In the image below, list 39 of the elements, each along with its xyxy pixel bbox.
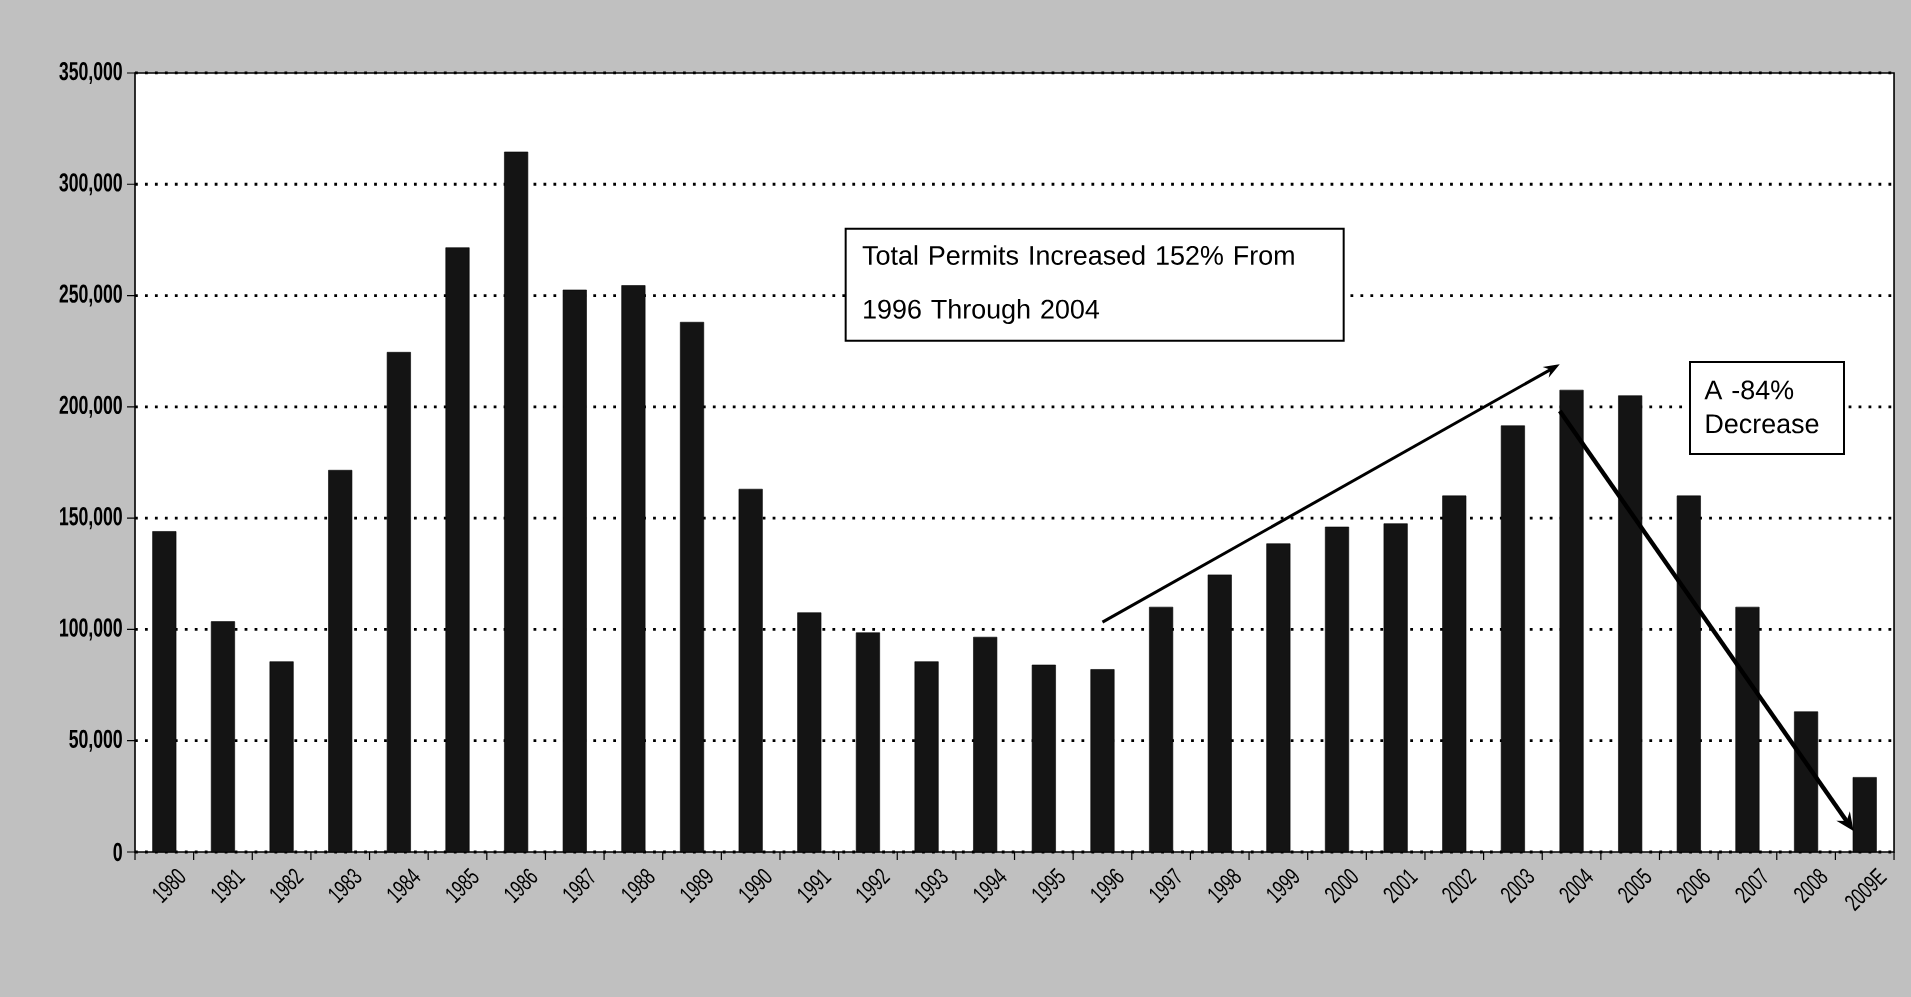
- x-tick-label: 1988: [622, 868, 655, 904]
- x-tick-label: 1999: [1267, 869, 1300, 904]
- y-tick-label: 250,000: [59, 284, 122, 307]
- y-tick-label: 200,000: [59, 395, 122, 418]
- text: Total Permits Increased 152% From 1996 Through 2004: [862, 245, 1294, 325]
- x-tick-label: 2002: [1442, 868, 1477, 904]
- x-tick-label: 1980: [153, 868, 186, 904]
- x-tick-label: 1995: [1032, 867, 1065, 904]
- x-tick-label: 1985: [446, 867, 479, 904]
- x-tick-label: 1993: [915, 868, 948, 904]
- x-tick-label: 2001: [1383, 869, 1419, 904]
- x-tick-label: 1992: [856, 868, 891, 904]
- x-tick-label: 1983: [329, 868, 362, 904]
- x-tick-label: 1981: [211, 869, 246, 904]
- x-tick-label: 1982: [270, 868, 305, 904]
- x-tick-label: 1994: [974, 868, 1007, 904]
- x-tick-label: 1987: [563, 867, 595, 904]
- y-tick-label: 350,000: [59, 61, 122, 85]
- x-tick-label: 2003: [1500, 868, 1535, 904]
- x-tick-label: 1991: [798, 869, 832, 904]
- y-tick-label: 150,000: [60, 507, 122, 530]
- x-tick-label: 2005: [1618, 867, 1652, 904]
- y-tick-label: 300,000: [59, 173, 122, 196]
- y-tick-label: 100,000: [60, 618, 122, 641]
- x-tick-label: 2008: [1794, 868, 1828, 904]
- x-tick-label: 1984: [387, 868, 421, 904]
- x-tick-label: 2006: [1676, 868, 1710, 904]
- x-tick-label: 1998: [1208, 868, 1241, 904]
- x-tick-label: 1990: [739, 868, 772, 904]
- x-tick-label: 1997: [1149, 867, 1181, 904]
- annotation: A -84% Decrease: [1704, 380, 1819, 434]
- x-tick-label: 2000: [1324, 868, 1358, 904]
- x-tick-label: 2004: [1559, 868, 1594, 904]
- y-tick-label: 50,000: [69, 729, 122, 752]
- x-tick-label: 1986: [505, 868, 538, 904]
- x-tick-label: 2007: [1735, 867, 1768, 904]
- x-tick-label: 1989: [680, 869, 713, 904]
- y-tick-label: 0: [113, 842, 122, 862]
- x-tick-label: 1996: [1091, 868, 1124, 904]
